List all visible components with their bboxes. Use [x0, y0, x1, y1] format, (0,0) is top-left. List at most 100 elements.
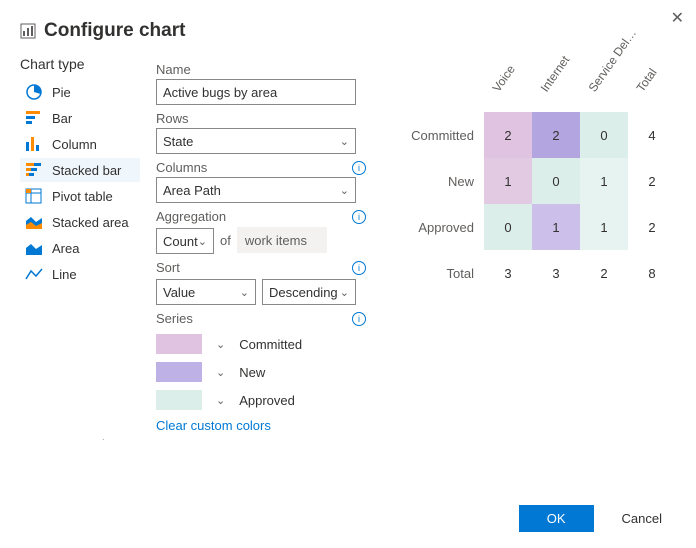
bar-icon [24, 110, 44, 126]
chart-type-stacked-area[interactable]: Stacked area [20, 210, 140, 234]
chevron-down-icon[interactable]: ⌄ [216, 338, 225, 351]
pivot-cell: 2 [580, 250, 628, 296]
rows-select[interactable]: State ⌄ [156, 128, 356, 154]
clear-custom-colors-link[interactable]: Clear custom colors [156, 418, 366, 433]
sort-by-select[interactable]: Value ⌄ [156, 279, 256, 305]
columns-select[interactable]: Area Path ⌄ [156, 177, 356, 203]
dialog-title: Configure chart [44, 20, 185, 42]
series-item: ⌄ Committed [156, 334, 366, 354]
series-color-swatch[interactable] [156, 362, 202, 382]
name-input[interactable] [156, 79, 356, 105]
sort-dir-value: Descending [269, 285, 338, 300]
pivot-cell: 1 [532, 204, 580, 250]
chevron-down-icon: ⌄ [340, 135, 349, 148]
rows-value: State [163, 134, 193, 149]
pivot-cell: 2 [628, 204, 676, 250]
chart-type-label: Column [52, 137, 97, 152]
sort-label: Sort [156, 260, 180, 275]
decorative-dot: . [102, 432, 105, 443]
aggregation-of-text: of [220, 233, 231, 248]
chart-type-sidebar: Chart type Pie Bar Column Stacked bar Pi… [20, 56, 140, 433]
column-icon [24, 136, 44, 152]
series-label: Series [156, 311, 193, 326]
sort-dir-select[interactable]: Descending ⌄ [262, 279, 356, 305]
chevron-down-icon: ⌄ [240, 286, 249, 299]
pivot-row-header: New [411, 158, 484, 204]
pivot-col-header: Total [628, 66, 676, 112]
aggregation-of-value: work items [237, 227, 327, 253]
aggregation-label: Aggregation [156, 209, 226, 224]
ok-button[interactable]: OK [519, 505, 594, 532]
chart-type-label: Line [52, 267, 77, 282]
pivot-cell: 3 [484, 250, 532, 296]
chart-type-heading: Chart type [20, 56, 140, 72]
pivot-col-header: Service Del… [580, 66, 628, 112]
chart-type-label: Stacked bar [52, 163, 121, 178]
area-icon [24, 240, 44, 256]
info-icon[interactable]: i [352, 261, 366, 275]
chart-config-form: Name Rows State ⌄ Columns i Area Path ⌄ … [156, 56, 366, 433]
pie-icon [24, 84, 44, 100]
pivot-row-header: Total [411, 250, 484, 296]
pivot-cell: 0 [580, 112, 628, 158]
pivot-cell: 1 [580, 204, 628, 250]
pivot-cell: 0 [532, 158, 580, 204]
line-icon [24, 266, 44, 282]
chart-type-pie[interactable]: Pie [20, 80, 140, 104]
pivot-cell: 1 [580, 158, 628, 204]
series-color-swatch[interactable] [156, 390, 202, 410]
series-label: Approved [239, 393, 295, 408]
pivot-cell: 8 [628, 250, 676, 296]
chart-preview: VoiceInternetService Del…TotalCommitted2… [382, 56, 676, 433]
series-color-swatch[interactable] [156, 334, 202, 354]
columns-value: Area Path [163, 183, 221, 198]
columns-label: Columns [156, 160, 207, 175]
pivot-cell: 1 [484, 158, 532, 204]
chart-type-area[interactable]: Area [20, 236, 140, 260]
chart-type-pivot-table[interactable]: Pivot table [20, 184, 140, 208]
close-icon[interactable]: ✕ [671, 8, 684, 28]
chevron-down-icon: ⌄ [198, 235, 207, 248]
info-icon[interactable]: i [352, 161, 366, 175]
chart-type-label: Stacked area [52, 215, 129, 230]
chevron-down-icon: ⌄ [340, 286, 349, 299]
chevron-down-icon[interactable]: ⌄ [216, 366, 225, 379]
pivot-cell: 2 [484, 112, 532, 158]
series-label: Committed [239, 337, 302, 352]
pivot-col-header: Internet [532, 66, 580, 112]
chevron-down-icon[interactable]: ⌄ [216, 394, 225, 407]
chart-type-label: Pivot table [52, 189, 113, 204]
rows-label: Rows [156, 111, 189, 126]
stacked-bar-icon [24, 162, 44, 178]
chart-config-icon [20, 23, 36, 39]
aggregation-value: Count [163, 234, 198, 249]
name-label: Name [156, 62, 366, 77]
chart-type-label: Bar [52, 111, 72, 126]
pivot-col-header: Voice [484, 66, 532, 112]
stacked-area-icon [24, 214, 44, 230]
info-icon[interactable]: i [352, 312, 366, 326]
cancel-button[interactable]: Cancel [608, 505, 676, 532]
chart-type-line[interactable]: Line [20, 262, 140, 286]
pivot-cell: 0 [484, 204, 532, 250]
pivot-row-header: Approved [411, 204, 484, 250]
chart-type-column[interactable]: Column [20, 132, 140, 156]
series-item: ⌄ New [156, 362, 366, 382]
chart-type-label: Pie [52, 85, 71, 100]
pivot-table-icon [24, 188, 44, 204]
series-item: ⌄ Approved [156, 390, 366, 410]
pivot-table: VoiceInternetService Del…TotalCommitted2… [411, 66, 676, 296]
pivot-cell: 2 [532, 112, 580, 158]
aggregation-select[interactable]: Count ⌄ [156, 228, 214, 254]
chart-type-stacked-bar[interactable]: Stacked bar [20, 158, 140, 182]
series-label: New [239, 365, 265, 380]
chart-type-label: Area [52, 241, 79, 256]
pivot-cell: 2 [628, 158, 676, 204]
pivot-cell: 3 [532, 250, 580, 296]
info-icon[interactable]: i [352, 210, 366, 224]
chart-type-bar[interactable]: Bar [20, 106, 140, 130]
chevron-down-icon: ⌄ [340, 184, 349, 197]
sort-by-value: Value [163, 285, 195, 300]
pivot-row-header: Committed [411, 112, 484, 158]
pivot-cell: 4 [628, 112, 676, 158]
